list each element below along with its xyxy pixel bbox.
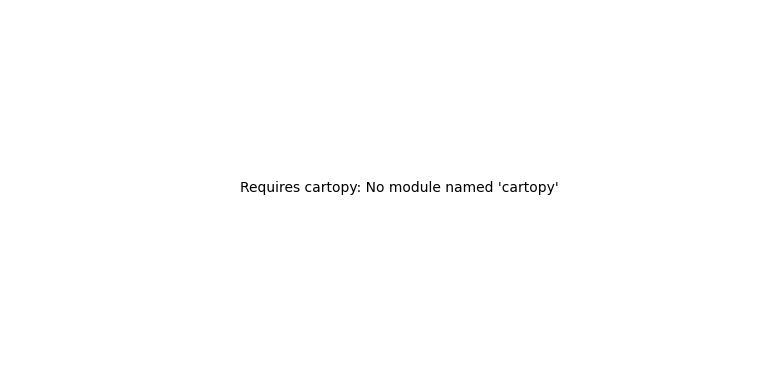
Text: Requires cartopy: No module named 'cartopy': Requires cartopy: No module named 'carto… (240, 181, 559, 195)
